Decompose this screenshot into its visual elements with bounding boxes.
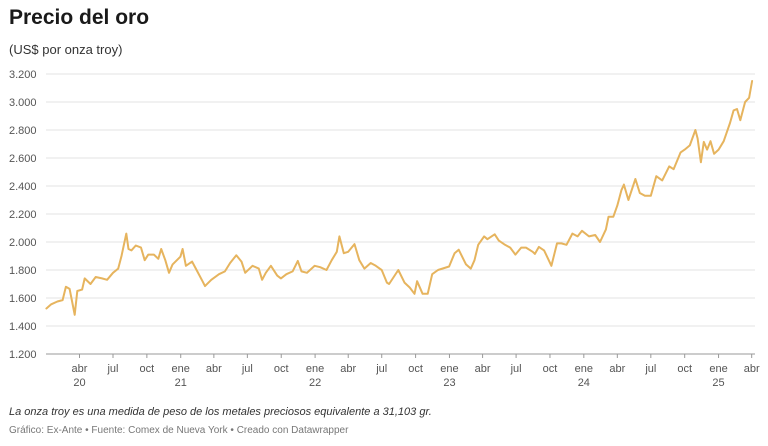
- x-tick-label: jul: [241, 363, 253, 375]
- x-tick-year: 22: [309, 377, 321, 389]
- credit-source: Fuente: Comex de Nueva York: [91, 425, 228, 436]
- chart-title: Precio del oro: [9, 6, 150, 29]
- x-tick-label: abr: [609, 363, 625, 375]
- x-tick-label: ene: [306, 363, 324, 375]
- chart-subtitle: (US$ por onza troy): [9, 42, 123, 57]
- credit-graph: Gráfico: Ex-Ante: [9, 425, 83, 436]
- y-tick-label: 3.000: [9, 97, 37, 109]
- x-tick-label: abr: [340, 363, 356, 375]
- x-axis: abr 20 jul oct ene 21 abr jul oct ene 22 abr jul oct e…: [72, 354, 760, 389]
- x-tick-label: jul: [375, 363, 387, 375]
- y-tick-label: 3.200: [9, 69, 37, 81]
- x-tick-label: oct: [408, 363, 423, 375]
- x-tick-label: ene: [440, 363, 458, 375]
- x-tick-label: abr: [744, 363, 760, 375]
- x-tick-year: 23: [443, 377, 455, 389]
- y-tick-label: 2.200: [9, 209, 37, 221]
- y-tick-label: 1.200: [9, 349, 37, 361]
- credits: Gráfico: Ex-Ante • Fuente: Comex de Nuev…: [9, 425, 348, 436]
- x-tick-label: jul: [644, 363, 656, 375]
- y-axis: 1.200 1.400 1.600 1.800 2.000 2.200 2.400 2.600…: [9, 69, 37, 361]
- y-tick-label: 2.800: [9, 125, 37, 137]
- credit-separator: •: [227, 425, 237, 436]
- y-tick-label: 2.600: [9, 153, 37, 165]
- price-series: [45, 80, 754, 316]
- x-tick-label: abr: [72, 363, 88, 375]
- x-tick-year: 21: [175, 377, 187, 389]
- x-tick-label: jul: [510, 363, 522, 375]
- y-tick-label: 1.600: [9, 293, 37, 305]
- x-tick-label: ene: [709, 363, 727, 375]
- x-tick-label: oct: [140, 363, 155, 375]
- y-tick-label: 1.800: [9, 265, 37, 277]
- gold-price-line: [45, 80, 754, 316]
- footnote: La onza troy es una medida de peso de lo…: [9, 406, 432, 418]
- grid-lines: [46, 73, 755, 355]
- x-tick-label: jul: [106, 363, 118, 375]
- price-line-chart: 1.200 1.400 1.600 1.800 2.000 2.200 2.400 2.600…: [9, 69, 760, 389]
- y-tick-label: 2.000: [9, 237, 37, 249]
- y-tick-label: 2.400: [9, 181, 37, 193]
- x-tick-label: oct: [543, 363, 558, 375]
- x-tick-label: abr: [206, 363, 222, 375]
- x-tick-year: 20: [73, 377, 85, 389]
- x-tick-year: 24: [578, 377, 590, 389]
- x-tick-year: 25: [712, 377, 724, 389]
- x-tick-label: ene: [575, 363, 593, 375]
- x-tick-label: abr: [475, 363, 491, 375]
- x-tick-label: oct: [274, 363, 289, 375]
- x-tick-label: oct: [677, 363, 692, 375]
- y-tick-label: 1.400: [9, 321, 37, 333]
- x-tick-label: ene: [172, 363, 190, 375]
- credit-separator: •: [82, 425, 92, 436]
- credit-tool: Creado con Datawrapper: [236, 425, 349, 436]
